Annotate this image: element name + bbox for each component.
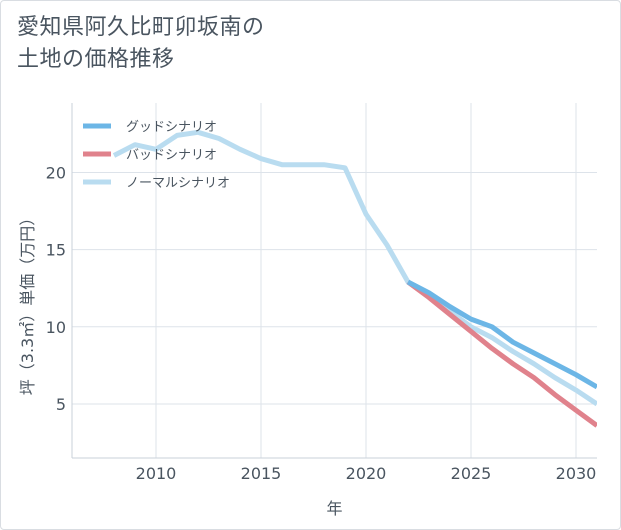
x-tick-label: 2030: [556, 464, 597, 483]
x-tick-label: 2025: [451, 464, 492, 483]
legend-label-2: ノーマルシナリオ: [126, 176, 230, 191]
y-tick-label: 5: [56, 395, 66, 414]
y-axis-title: 坪（3.3㎡）単価（万円）: [18, 210, 37, 395]
series-line-2: [112, 129, 597, 407]
chart-title-line-1: 愛知県阿久比町卯坂南の: [17, 15, 265, 40]
series-layer: [112, 129, 597, 428]
legend-label-1: バッドシナリオ: [126, 148, 217, 163]
x-axis-title: 年: [326, 499, 342, 518]
series-line-0: [406, 279, 597, 390]
y-tick-label: 20: [46, 163, 66, 182]
y-tick-label: 10: [46, 318, 66, 337]
chart-title: 愛知県阿久比町卯坂南の 土地の価格推移: [17, 12, 265, 76]
chart-title-line-2: 土地の価格推移: [17, 47, 175, 72]
legend-label-0: グッドシナリオ: [126, 120, 217, 135]
series-line-1: [406, 279, 597, 428]
axis-layer: 2010 2015 2020 2025 2030 5 10 15 20 年 坪（3.3㎡）単価（万円…: [18, 103, 597, 518]
x-tick-label: 2015: [241, 464, 282, 483]
x-tick-label: 2010: [136, 464, 177, 483]
y-tick-label: 15: [46, 241, 66, 260]
grid-layer: [72, 103, 597, 458]
x-tick-label: 2020: [346, 464, 387, 483]
